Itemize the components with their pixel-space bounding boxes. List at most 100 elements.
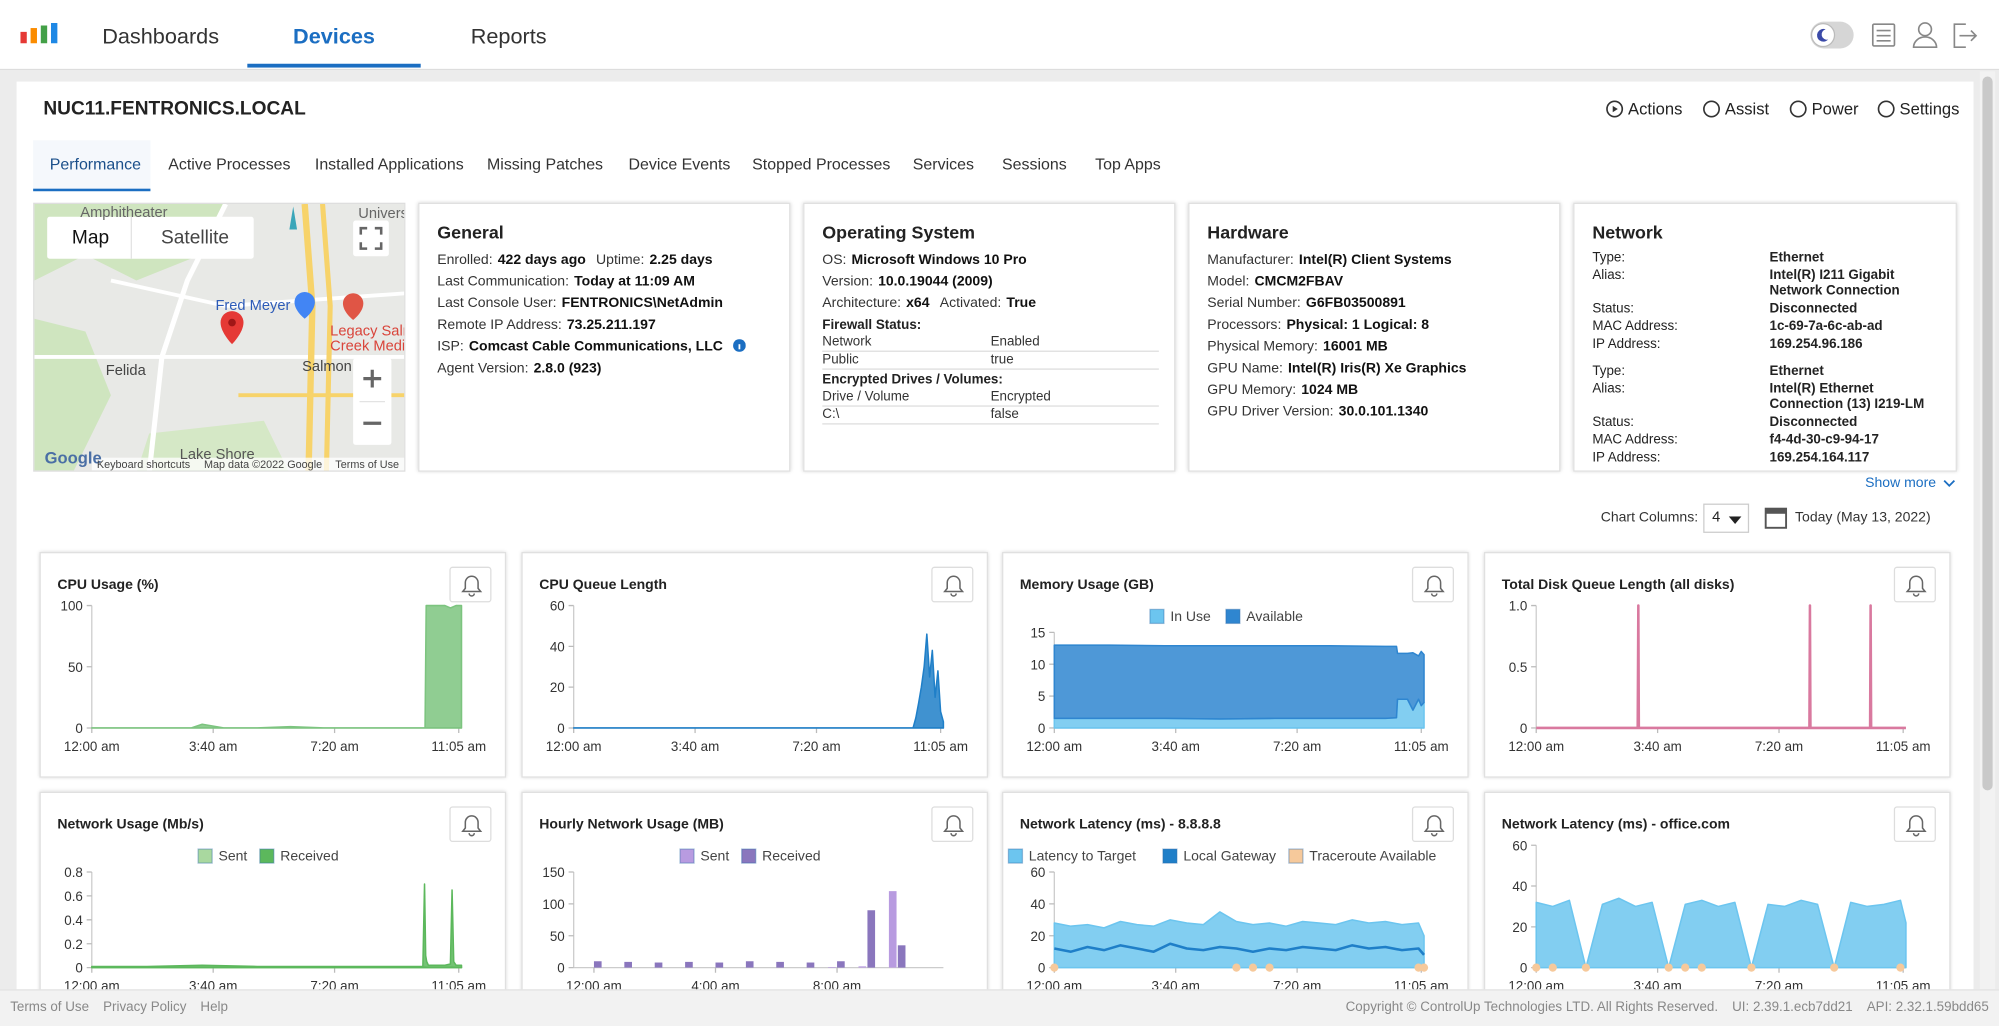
footer-link[interactable]: Privacy Policy: [103, 999, 187, 1015]
date-label: Today (May 13, 2022): [1795, 509, 1931, 526]
legend-swatch: [741, 848, 757, 864]
map-type-button[interactable]: Map: [72, 227, 109, 248]
tab[interactable]: Sessions: [1002, 155, 1067, 174]
alert-button[interactable]: [449, 806, 492, 843]
alert-button[interactable]: [1893, 566, 1936, 603]
y-tick-label: 40: [550, 639, 565, 654]
info-icon[interactable]: [733, 339, 746, 352]
field-label: Serial Number:: [1207, 295, 1301, 312]
tab[interactable]: Missing Patches: [487, 155, 604, 174]
card-title: Network: [1592, 221, 1663, 243]
tab[interactable]: Performance: [49, 155, 141, 174]
tab[interactable]: Top Apps: [1095, 155, 1161, 174]
marker: [1697, 963, 1706, 972]
info-row: Version: 10.0.19044 (2009): [804, 272, 1174, 294]
alert-button[interactable]: [931, 806, 974, 843]
field-value: FENTRONICS\NetAdmin: [561, 295, 723, 312]
x-tick-label: 11:05 am: [913, 739, 968, 754]
legend-label: Sent: [700, 848, 729, 864]
field-value: Intel(R) Client Systems: [1298, 252, 1452, 268]
y-tick-label: 100: [542, 897, 564, 912]
button-frame: [1893, 566, 1936, 603]
bell-icon: [1423, 575, 1445, 597]
field-label: ISP:: [437, 339, 464, 355]
theme-toggle[interactable]: [1810, 21, 1854, 49]
action-label: Power: [1811, 99, 1859, 119]
tab[interactable]: Installed Applications: [314, 155, 464, 174]
field-label: Version:: [822, 274, 873, 290]
field-label: IP Address:: [1592, 450, 1661, 466]
info-row: Remote IP Address: 73.25.211.197: [419, 315, 789, 337]
action-icon: [1606, 100, 1624, 118]
chart-card: Network Usage (Mb/s) 0 0.2 0.4 0.6 0.8 12:00 a…: [39, 791, 507, 1018]
chart-card: Network Latency (ms) - 8.8.8.8 0 20 40 60 12:…: [1002, 791, 1469, 1018]
logout-button[interactable]: [1953, 23, 1978, 48]
x-tick-label: 11:05 am: [1876, 739, 1931, 754]
tab[interactable]: Services: [912, 155, 974, 174]
table-cell: Enabled: [990, 334, 1040, 350]
bell-icon: [1905, 575, 1927, 597]
field-label: GPU Name:: [1207, 360, 1283, 377]
button-frame: [1411, 806, 1454, 843]
legend-label: Received: [762, 848, 820, 864]
footer-link[interactable]: Terms of Use: [10, 999, 90, 1015]
chart: CPU Queue Length 0 20 40 60 12:00 am 3:40 am 7:…: [539, 566, 974, 754]
device-action[interactable]: Actions: [1605, 99, 1682, 119]
alert-button[interactable]: [1893, 806, 1936, 843]
alert-button[interactable]: [1411, 806, 1454, 843]
footer-info: Copyright © ControlUp Technologies LTD. …: [1346, 999, 1989, 1014]
nav-tab[interactable]: Devices: [293, 24, 375, 49]
device-action[interactable]: Settings: [1877, 99, 1959, 119]
info-row: ISP: Comcast Cable Communications, LLC: [419, 337, 789, 359]
info-row: Last Console User: FENTRONICS\NetAdmin: [419, 293, 789, 315]
x-tick-label: 12:00 am: [64, 739, 120, 754]
calendar-icon[interactable]: [1764, 505, 1788, 530]
info-card: Hardware Manufacturer: Intel(R) Client Sys…: [1188, 202, 1561, 472]
map-type-control[interactable]: [47, 216, 254, 259]
field-label: GPU Memory:: [1207, 382, 1297, 398]
nav-tab[interactable]: Reports: [470, 24, 547, 49]
field-label: Processors:: [1207, 317, 1282, 333]
footer-link[interactable]: Help: [200, 999, 228, 1015]
info-row: Processors: Physical: 1 Logical: 8: [1189, 315, 1559, 337]
info-row: GPU Memory: 1024 MB: [1189, 380, 1559, 402]
chart-columns-select[interactable]: 4: [1703, 503, 1750, 533]
icon-shape: [1703, 100, 1720, 118]
chart-card: Total Disk Queue Length (all disks) 0 0.5 1…: [1483, 552, 1951, 778]
alert-button[interactable]: [1411, 566, 1454, 603]
field-label: GPU Driver Version:: [1207, 404, 1334, 420]
tab[interactable]: Device Events: [628, 155, 731, 174]
y-tick-label: 0: [1520, 961, 1527, 976]
y-tick-label: 150: [542, 865, 564, 880]
table-row: Network Enabled: [822, 334, 1159, 352]
map-logo: Google: [45, 448, 102, 467]
field-value: Disconnected: [1769, 414, 1858, 430]
alert-button[interactable]: [931, 566, 974, 603]
fullscreen-button[interactable]: [353, 220, 389, 257]
tab[interactable]: Stopped Processes: [752, 155, 891, 174]
tab[interactable]: Active Processes: [168, 155, 291, 174]
info-row: Physical Memory: 16001 MB: [1189, 337, 1559, 359]
chart: Hourly Network Usage (MB)05010015012:00 …: [539, 806, 974, 994]
field-label: Architecture:: [822, 295, 902, 312]
scrollbar-thumb[interactable]: [1982, 76, 1993, 791]
icon-shape: [1612, 105, 1618, 113]
y-tick-label: 20: [550, 680, 565, 695]
map-type-button[interactable]: Satellite: [161, 227, 229, 248]
map-label: Legacy Salm: [330, 323, 405, 339]
y-tick-label: 5: [1038, 689, 1045, 704]
show-more[interactable]: Show more: [1865, 476, 1956, 491]
device-action[interactable]: Power: [1789, 99, 1859, 119]
marker: [1548, 963, 1557, 972]
alert-button[interactable]: [449, 566, 492, 603]
marker: [1896, 963, 1905, 972]
chart-title: CPU Usage (%): [57, 576, 158, 592]
nav-tab[interactable]: Dashboards: [102, 24, 220, 49]
x-tick-label: 7:20 am: [310, 739, 358, 754]
network-card: Network Type: Ethernet Alias: Intel(R) I211 …: [1573, 202, 1957, 472]
settings-panel-button[interactable]: [1871, 23, 1896, 47]
user-button[interactable]: [1912, 22, 1938, 48]
chart: Network Latency (ms) - office.com 0 20 40 60…: [1502, 806, 1936, 994]
device-action[interactable]: Assist: [1702, 99, 1769, 119]
map[interactable]: Amphitheater Univers Fred Meyer Legacy Salm…: [33, 202, 406, 472]
